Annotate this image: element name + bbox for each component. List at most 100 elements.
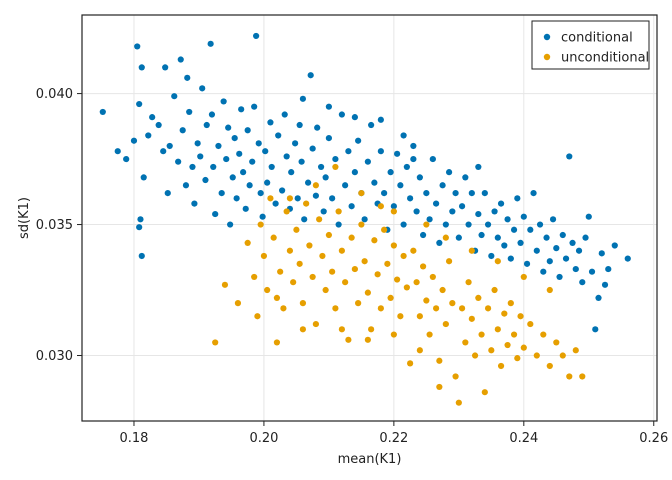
conditional-point [553,245,560,252]
conditional-point [177,56,184,63]
unconditional-point [390,331,397,338]
unconditional-point [452,373,459,380]
unconditional-point [283,208,290,215]
unconditional-point [423,297,430,304]
conditional-point [279,187,286,194]
x-tick-label: 0.24 [509,431,538,446]
unconditional-point [491,286,498,294]
conditional-point [549,216,557,223]
conditional-point [136,100,143,108]
conditional-point [595,294,602,301]
conditional-point [455,234,462,241]
unconditional-point [517,313,524,320]
conditional-point [523,260,531,267]
conditional-point [579,279,586,286]
unconditional-point [465,279,472,286]
unconditional-point [257,221,264,228]
unconditional-point [429,273,436,281]
conditional-point [351,114,358,121]
unconditional-point [351,265,358,273]
conditional-point [488,252,495,260]
conditional-point [445,169,453,176]
y-axis-ticks: 0.030 0.035 0.040 [36,87,82,364]
unconditional-point [546,362,553,370]
conditional-point [155,121,162,129]
unconditional-point [546,286,553,294]
unconditional-point [329,268,336,275]
conditional-point [130,137,138,144]
unconditional-point [488,347,495,354]
unconditional-point [520,273,527,281]
conditional-point [251,103,258,110]
conditional-point [236,150,243,157]
unconditional-point [381,226,388,233]
conditional-point [465,221,472,228]
unconditional-point [264,286,271,294]
conditional-point [543,234,550,241]
conditional-point [220,98,227,105]
unconditional-point [468,315,475,322]
conditional-point [410,155,417,163]
conditional-point [137,216,144,223]
conditional-point [189,163,196,171]
unconditional-point [335,208,342,215]
conditional-point [229,174,236,181]
unconditional-point [384,260,391,267]
conditional-point [246,182,253,189]
conditional-point [249,158,256,165]
unconditional-point [387,294,394,301]
conditional-point [390,203,397,210]
conditional-point [611,242,618,249]
unconditional-point [436,357,443,364]
conditional-point [407,195,414,202]
unconditional-point [316,216,323,223]
unconditional-point [364,289,371,296]
conditional-point [364,158,371,165]
conditional-point [281,111,288,118]
conditional-point [272,200,279,207]
conditional-point [292,140,299,147]
unconditional-point [407,360,414,367]
conditional-point [624,255,631,262]
unconditional-point [413,279,420,286]
conditional-point [397,182,404,189]
conditional-point [123,155,130,163]
conditional-point [179,127,186,134]
unconditional-point [273,339,281,346]
conditional-point [267,119,274,126]
conditional-point [298,158,305,165]
unconditional-point [442,320,449,328]
plot-frame [81,14,658,422]
conditional-point [162,64,169,71]
unconditional-point [286,247,294,254]
unconditional-point [244,239,251,246]
unconditional-point [572,347,579,354]
conditional-point [244,127,251,134]
unconditional-point [286,195,294,202]
unconditional-point [445,258,453,265]
conditional-point [342,182,349,189]
unconditional-point [290,279,297,286]
unconditional-point [497,362,505,370]
unconditional-point [368,326,375,333]
conditional-point [572,265,579,273]
conditional-point [442,221,449,228]
conditional-point [253,32,260,40]
unconditional-point [468,247,475,254]
conditional-point [410,142,417,150]
conditional-point [262,148,269,155]
conditional-point [566,153,573,160]
unconditional-point [332,163,339,171]
unconditional-point [397,313,404,320]
conditional-point [429,155,436,163]
unconditional-point [332,305,339,312]
x-axis-label: mean(K1) [338,452,402,467]
conditional-point [546,258,553,265]
conditional-point [114,148,121,155]
unconditional-point [426,331,433,338]
conditional-point [325,103,332,110]
unconditional-point [374,271,381,278]
conditional-point [426,216,433,223]
conditional-point [377,148,384,155]
